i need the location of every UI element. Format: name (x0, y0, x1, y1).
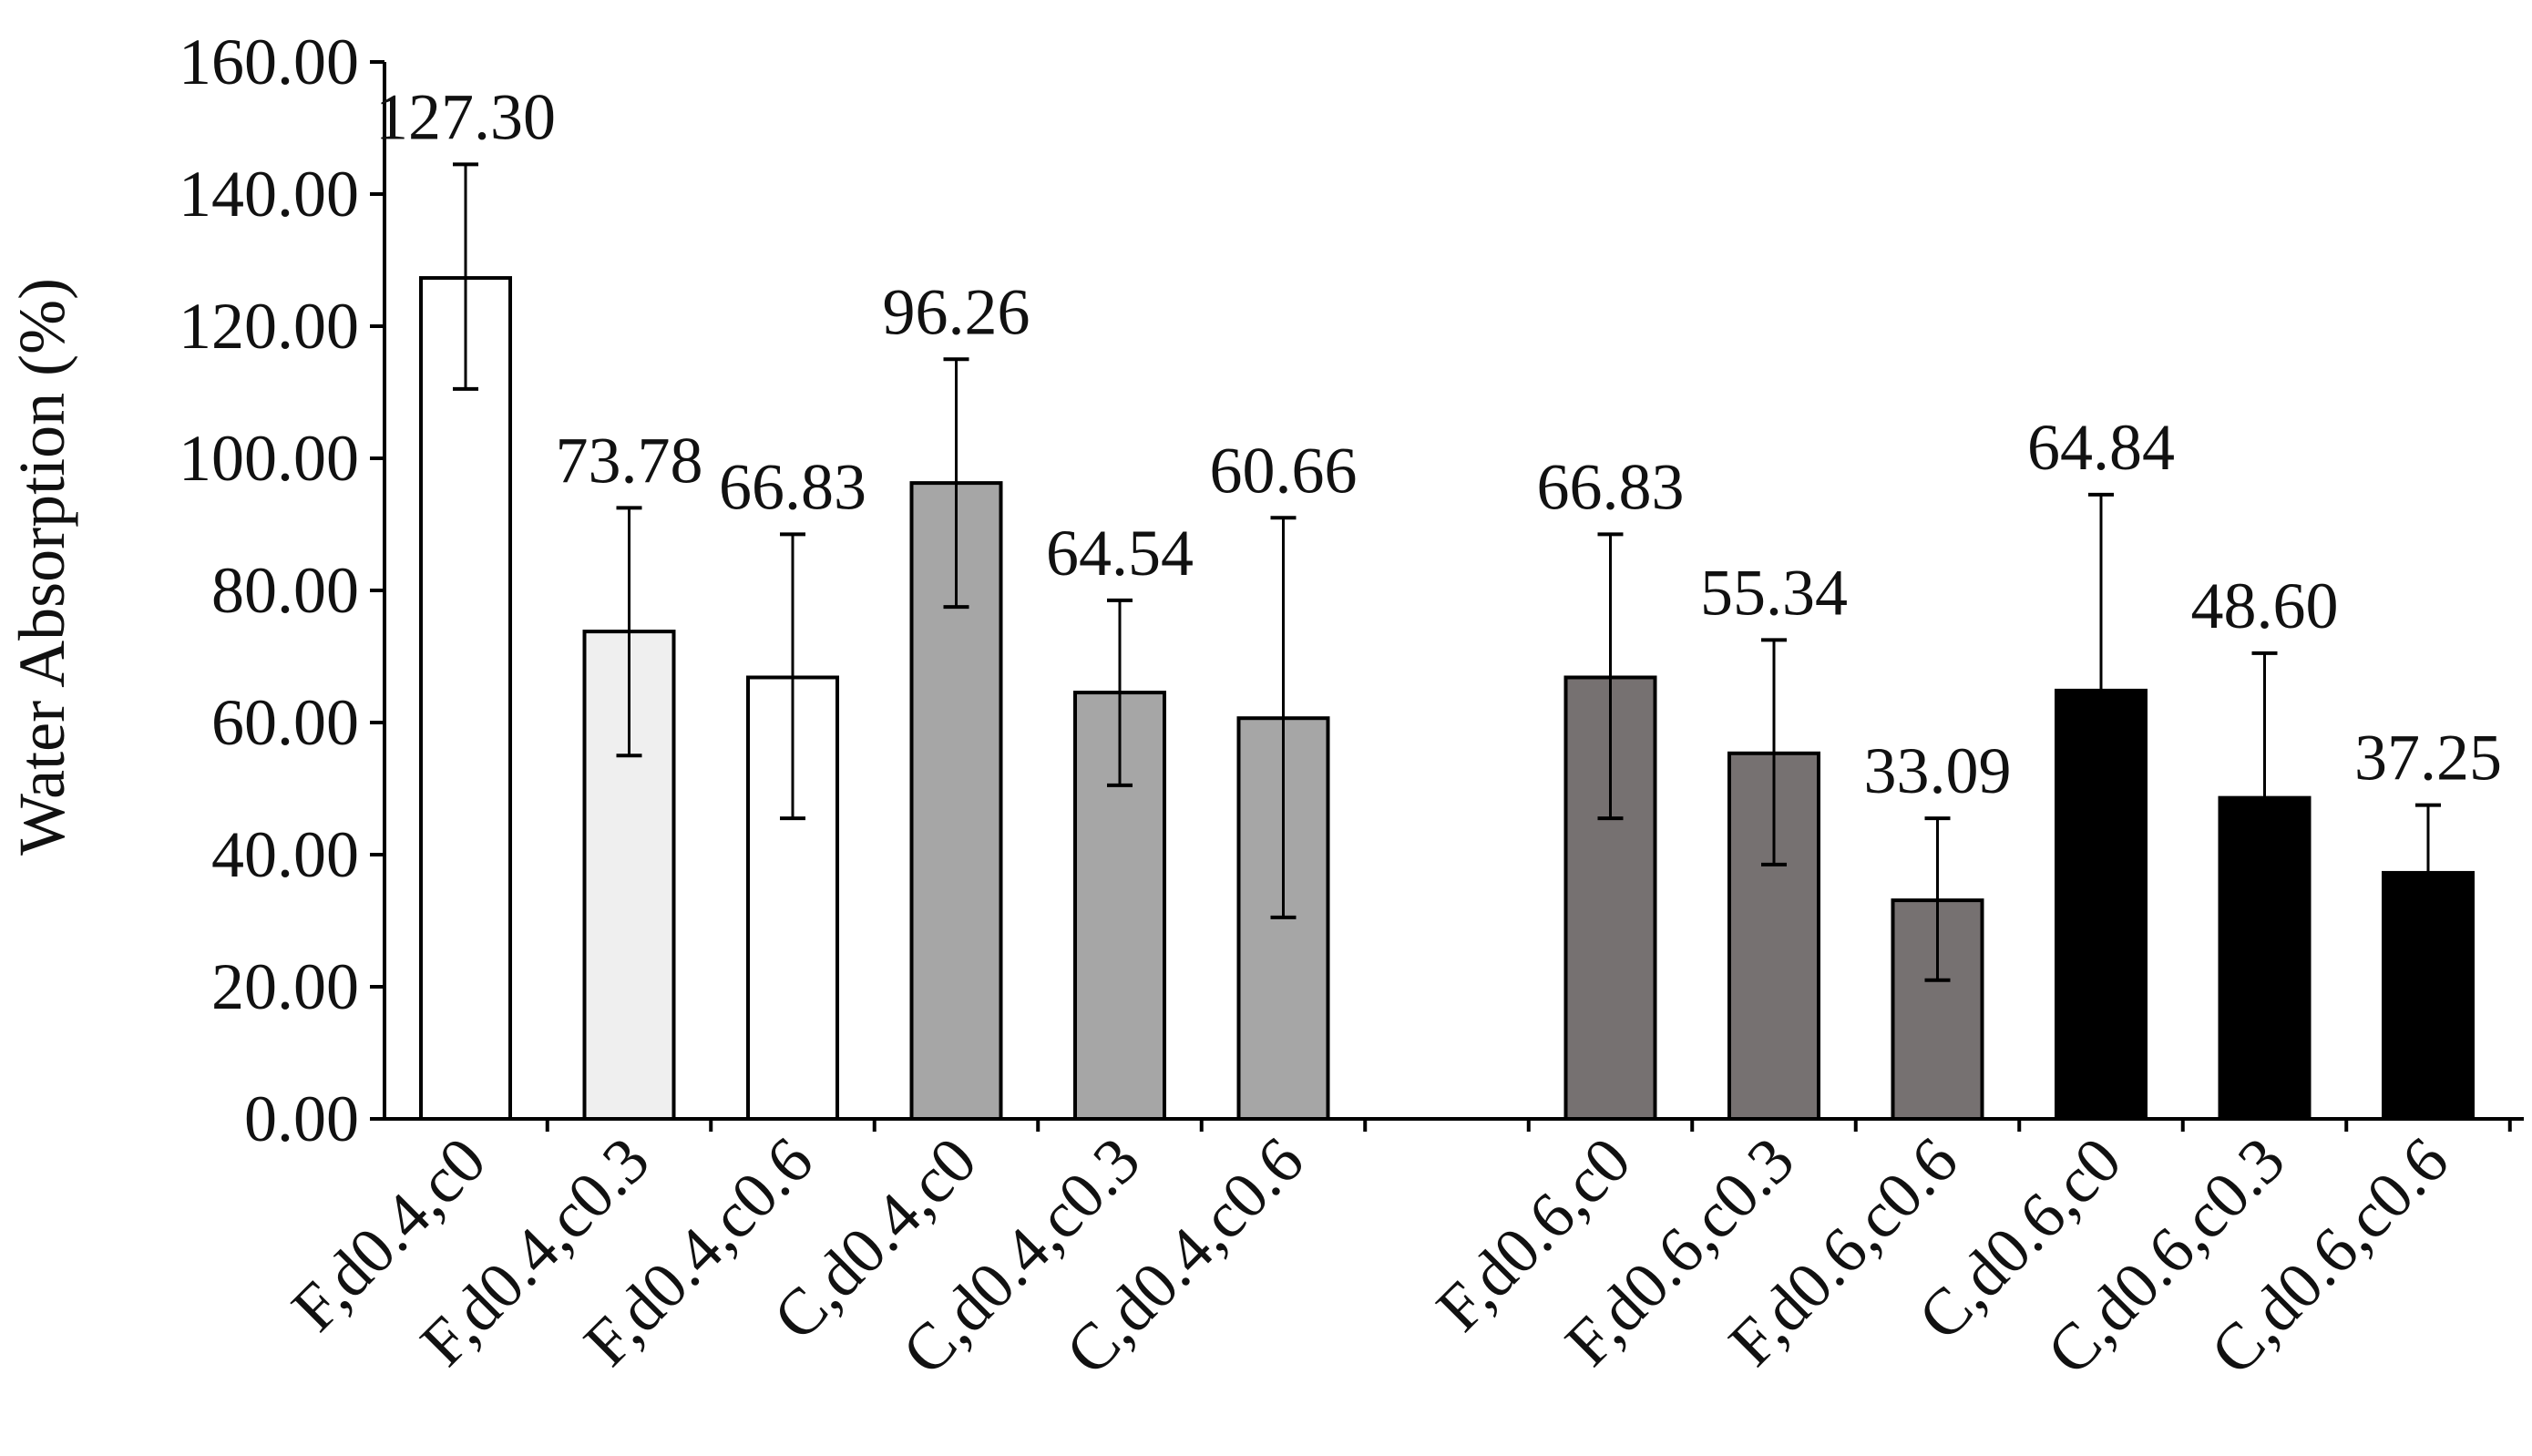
bar-value-label-7: 55.34 (1700, 556, 1848, 629)
bar-value-label-4: 64.54 (1046, 517, 1194, 590)
y-tick-label-5: 100.00 (179, 422, 359, 495)
y-tick-label-2: 40.00 (211, 818, 359, 891)
labels-layer: 127.30F,d0.4,c073.78F,d0.4,c0.366.83F,d0… (179, 26, 2502, 1389)
bars-layer (419, 162, 2475, 1122)
bar-value-label-5: 60.66 (1210, 434, 1358, 507)
y-tick-label-4: 80.00 (211, 554, 359, 627)
y-axis-title: Water Absorption (%) (5, 278, 78, 856)
bar-value-label-11: 37.25 (2354, 722, 2502, 795)
y-tick-label-1: 20.00 (211, 950, 359, 1023)
bar-value-label-6: 66.83 (1537, 450, 1685, 523)
y-tick-label-8: 160.00 (179, 26, 359, 98)
bar-value-label-8: 33.09 (1864, 734, 2012, 807)
y-tick-label-3: 60.00 (211, 686, 359, 759)
bar-value-label-9: 64.84 (2027, 411, 2175, 484)
y-tick-label-7: 140.00 (179, 158, 359, 231)
bar-value-label-10: 48.60 (2191, 569, 2339, 642)
bar-value-label-1: 73.78 (556, 424, 703, 497)
bar-value-label-0: 127.30 (375, 80, 556, 153)
bar-value-label-2: 66.83 (719, 450, 866, 523)
bar-0 (419, 276, 512, 1121)
y-tick-label-0: 0.00 (244, 1082, 359, 1155)
axes-layer (370, 60, 2524, 1132)
bar-value-label-3: 96.26 (883, 275, 1030, 348)
y-tick-label-6: 120.00 (179, 290, 359, 363)
